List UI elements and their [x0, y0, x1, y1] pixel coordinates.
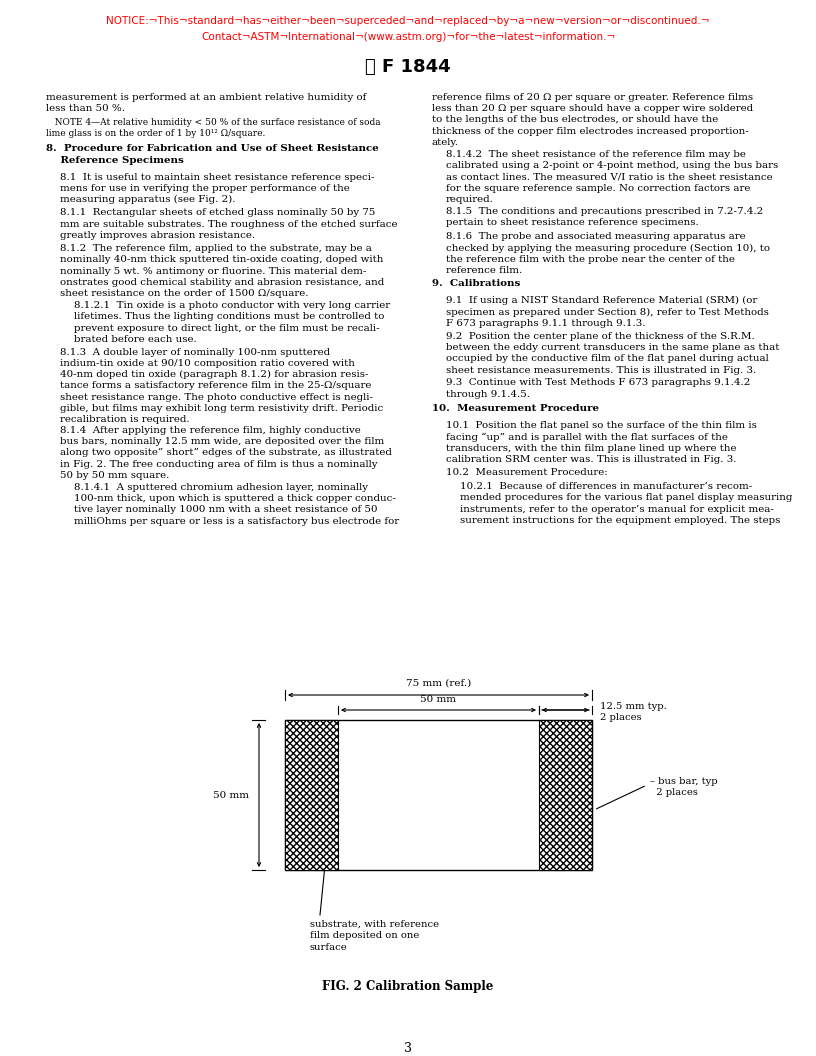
Text: NOTICE:¬This¬standard¬has¬either¬been¬superceded¬and¬replaced¬by¬a¬new¬version¬o: NOTICE:¬This¬standard¬has¬either¬been¬su…: [106, 16, 710, 26]
Text: 10.2.1  Because of differences in manufacturer’s recom-
mended procedures for th: 10.2.1 Because of differences in manufac…: [460, 483, 792, 525]
Text: 9.1  If using a NIST Standard Reference Material (SRM) (or
specimen as prepared : 9.1 If using a NIST Standard Reference M…: [446, 296, 769, 328]
Text: 10.2  Measurement Procedure:: 10.2 Measurement Procedure:: [446, 468, 608, 476]
Text: 75 mm (ref.): 75 mm (ref.): [406, 679, 471, 689]
Text: 9.  Calibrations: 9. Calibrations: [432, 279, 521, 287]
Text: 8.1  It is useful to maintain sheet resistance reference speci-
mens for use in : 8.1 It is useful to maintain sheet resis…: [60, 172, 375, 204]
Text: – bus bar, typ
  2 places: – bus bar, typ 2 places: [650, 777, 717, 797]
Text: 8.  Procedure for Fabrication and Use of Sheet Resistance
    Reference Specimen: 8. Procedure for Fabrication and Use of …: [46, 145, 379, 165]
Text: NOTE 4—At relative humidity < 50 % of the surface resistance of soda
lime glass : NOTE 4—At relative humidity < 50 % of th…: [46, 118, 380, 138]
Text: 50 mm: 50 mm: [420, 695, 456, 704]
Text: 8.1.1  Rectangular sheets of etched glass nominally 50 by 75
mm are suitable sub: 8.1.1 Rectangular sheets of etched glass…: [60, 208, 397, 240]
Text: 9.2  Position the center plane of the thickness of the S.R.M.
between the eddy c: 9.2 Position the center plane of the thi…: [446, 332, 779, 375]
Text: FIG. 2 Calibration Sample: FIG. 2 Calibration Sample: [322, 980, 494, 993]
Text: 9.3  Continue with Test Methods F 673 paragraphs 9.1.4.2
through 9.1.4.5.: 9.3 Continue with Test Methods F 673 par…: [446, 378, 751, 398]
Text: 8.1.2.1  Tin oxide is a photo conductor with very long carrier
lifetimes. Thus t: 8.1.2.1 Tin oxide is a photo conductor w…: [74, 301, 390, 344]
Text: 3: 3: [404, 1042, 412, 1055]
Text: 8.1.6  The probe and associated measuring apparatus are
checked by applying the : 8.1.6 The probe and associated measuring…: [446, 232, 770, 275]
Bar: [285, 720, 592, 870]
Bar: [539, 720, 592, 870]
Text: reference films of 20 Ω per square or greater. Reference films
less than 20 Ω pe: reference films of 20 Ω per square or gr…: [432, 93, 753, 147]
Text: 8.1.5  The conditions and precautions prescribed in 7.2-7.4.2
pertain to sheet r: 8.1.5 The conditions and precautions pre…: [446, 207, 763, 227]
Text: Ⓐ F 1844: Ⓐ F 1844: [366, 58, 450, 76]
Text: measurement is performed at an ambient relative humidity of
less than 50 %.: measurement is performed at an ambient r…: [46, 93, 366, 113]
Text: 8.1.4.1  A sputtered chromium adhesion layer, nominally
100-nm thick, upon which: 8.1.4.1 A sputtered chromium adhesion la…: [74, 483, 399, 526]
Text: 12.5 mm typ.
2 places: 12.5 mm typ. 2 places: [600, 702, 667, 722]
Text: 8.1.2  The reference film, applied to the substrate, may be a
nominally 40-nm th: 8.1.2 The reference film, applied to the…: [60, 244, 384, 298]
Text: 10.  Measurement Procedure: 10. Measurement Procedure: [432, 403, 599, 413]
Text: 50 mm: 50 mm: [213, 791, 249, 799]
Text: substrate, with reference
film deposited on one
surface: substrate, with reference film deposited…: [310, 920, 439, 951]
Text: 8.1.4  After applying the reference film, highly conductive
bus bars, nominally : 8.1.4 After applying the reference film,…: [60, 426, 392, 479]
Text: 8.1.3  A double layer of nominally 100-nm sputtered
indium-tin oxide at 90/10 co: 8.1.3 A double layer of nominally 100-nm…: [60, 347, 384, 425]
Text: 8.1.4.2  The sheet resistance of the reference film may be
calibrated using a 2-: 8.1.4.2 The sheet resistance of the refe…: [446, 150, 778, 204]
Text: Contact¬ASTM¬International¬(www.astm.org)¬for¬the¬latest¬information.¬: Contact¬ASTM¬International¬(www.astm.org…: [201, 32, 615, 42]
Text: 10.1  Position the flat panel so the surface of the thin film is
facing “up” and: 10.1 Position the flat panel so the surf…: [446, 421, 757, 465]
Bar: [285, 720, 338, 870]
